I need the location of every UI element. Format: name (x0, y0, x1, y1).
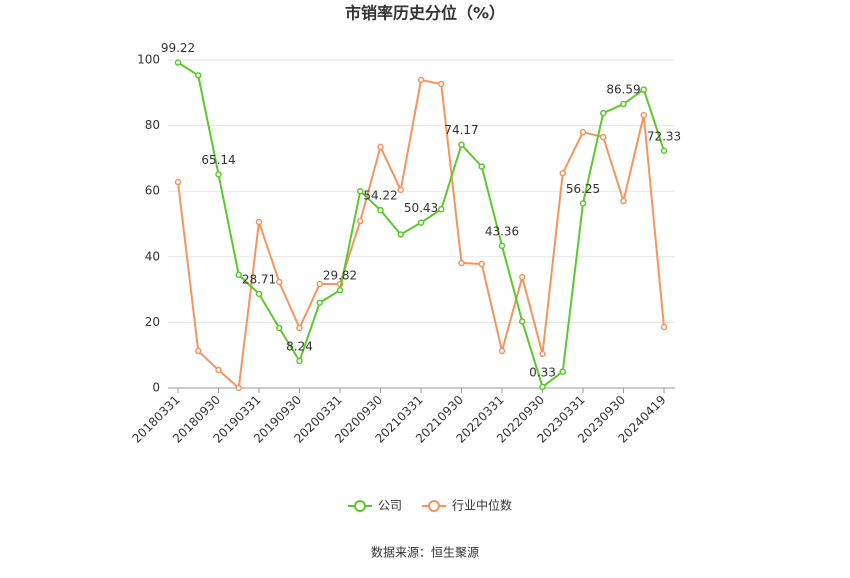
data-point (174, 59, 182, 66)
data-point (458, 259, 465, 267)
data-point (417, 76, 425, 84)
data-point (620, 100, 627, 108)
data-point (519, 318, 526, 325)
data-label: 50.43 (404, 201, 438, 215)
data-point (539, 383, 546, 391)
legend-marker (354, 500, 366, 512)
data-point (600, 133, 607, 141)
data-point (235, 271, 242, 279)
data-label: 54.22 (363, 189, 397, 203)
data-point (296, 357, 303, 365)
series-line (177, 78, 665, 391)
y-tick-label: 20 (145, 315, 160, 329)
data-point (255, 218, 263, 226)
data-point (478, 260, 485, 268)
data-point (640, 111, 647, 119)
data-point (235, 384, 242, 392)
data-point (438, 80, 445, 88)
y-tick-label: 100 (137, 53, 160, 67)
data-point (579, 128, 587, 136)
data-point (498, 242, 506, 250)
data-point (276, 324, 283, 332)
data-point (559, 368, 566, 375)
y-tick-label: 60 (145, 184, 160, 198)
data-point (579, 200, 587, 207)
data-point (397, 186, 404, 194)
data-point (377, 206, 384, 214)
data-point (559, 169, 566, 177)
data-point (215, 171, 222, 178)
data-point (539, 350, 546, 358)
data-point (498, 347, 506, 355)
data-point (276, 278, 283, 286)
y-tick-label: 0 (152, 381, 160, 395)
data-point (357, 187, 364, 195)
data-point (336, 286, 344, 294)
data-point (620, 197, 627, 205)
data-point (296, 324, 303, 332)
data-label: 65.14 (201, 153, 235, 167)
data-label: 0.33 (529, 365, 556, 379)
data-point (195, 347, 202, 355)
legend-label: 公司 (378, 499, 402, 513)
data-point (316, 280, 323, 288)
data-label: 43.36 (485, 224, 519, 238)
data-point (357, 217, 364, 225)
y-tick-label: 80 (145, 118, 160, 132)
data-point (195, 72, 202, 79)
data-point (215, 366, 222, 374)
data-point (600, 109, 607, 117)
data-point (316, 299, 323, 306)
data-label: 72.33 (647, 129, 681, 143)
data-point (660, 323, 668, 331)
data-label: 29.82 (323, 269, 357, 283)
data-point (478, 163, 485, 170)
chart-title: 市销率历史分位（%） (345, 4, 505, 23)
data-point (417, 219, 425, 226)
source-note: 数据来源：恒生聚源 (371, 545, 479, 560)
y-tick-label: 40 (145, 249, 160, 263)
data-point (458, 141, 465, 148)
data-point (640, 86, 647, 93)
data-point (438, 205, 445, 213)
legend-label: 行业中位数 (452, 498, 512, 513)
data-label: 74.17 (444, 123, 478, 137)
data-point (519, 273, 526, 281)
data-point (397, 231, 404, 238)
data-label: 86.59 (606, 82, 640, 96)
data-point (255, 290, 263, 298)
data-point (660, 147, 668, 155)
data-label: 8.24 (286, 339, 313, 353)
legend-marker (428, 500, 441, 512)
data-label: 99.22 (161, 41, 195, 55)
data-label: 56.25 (566, 182, 600, 196)
data-label: 28.71 (242, 272, 276, 286)
data-point (377, 143, 384, 151)
data-point (174, 178, 182, 186)
